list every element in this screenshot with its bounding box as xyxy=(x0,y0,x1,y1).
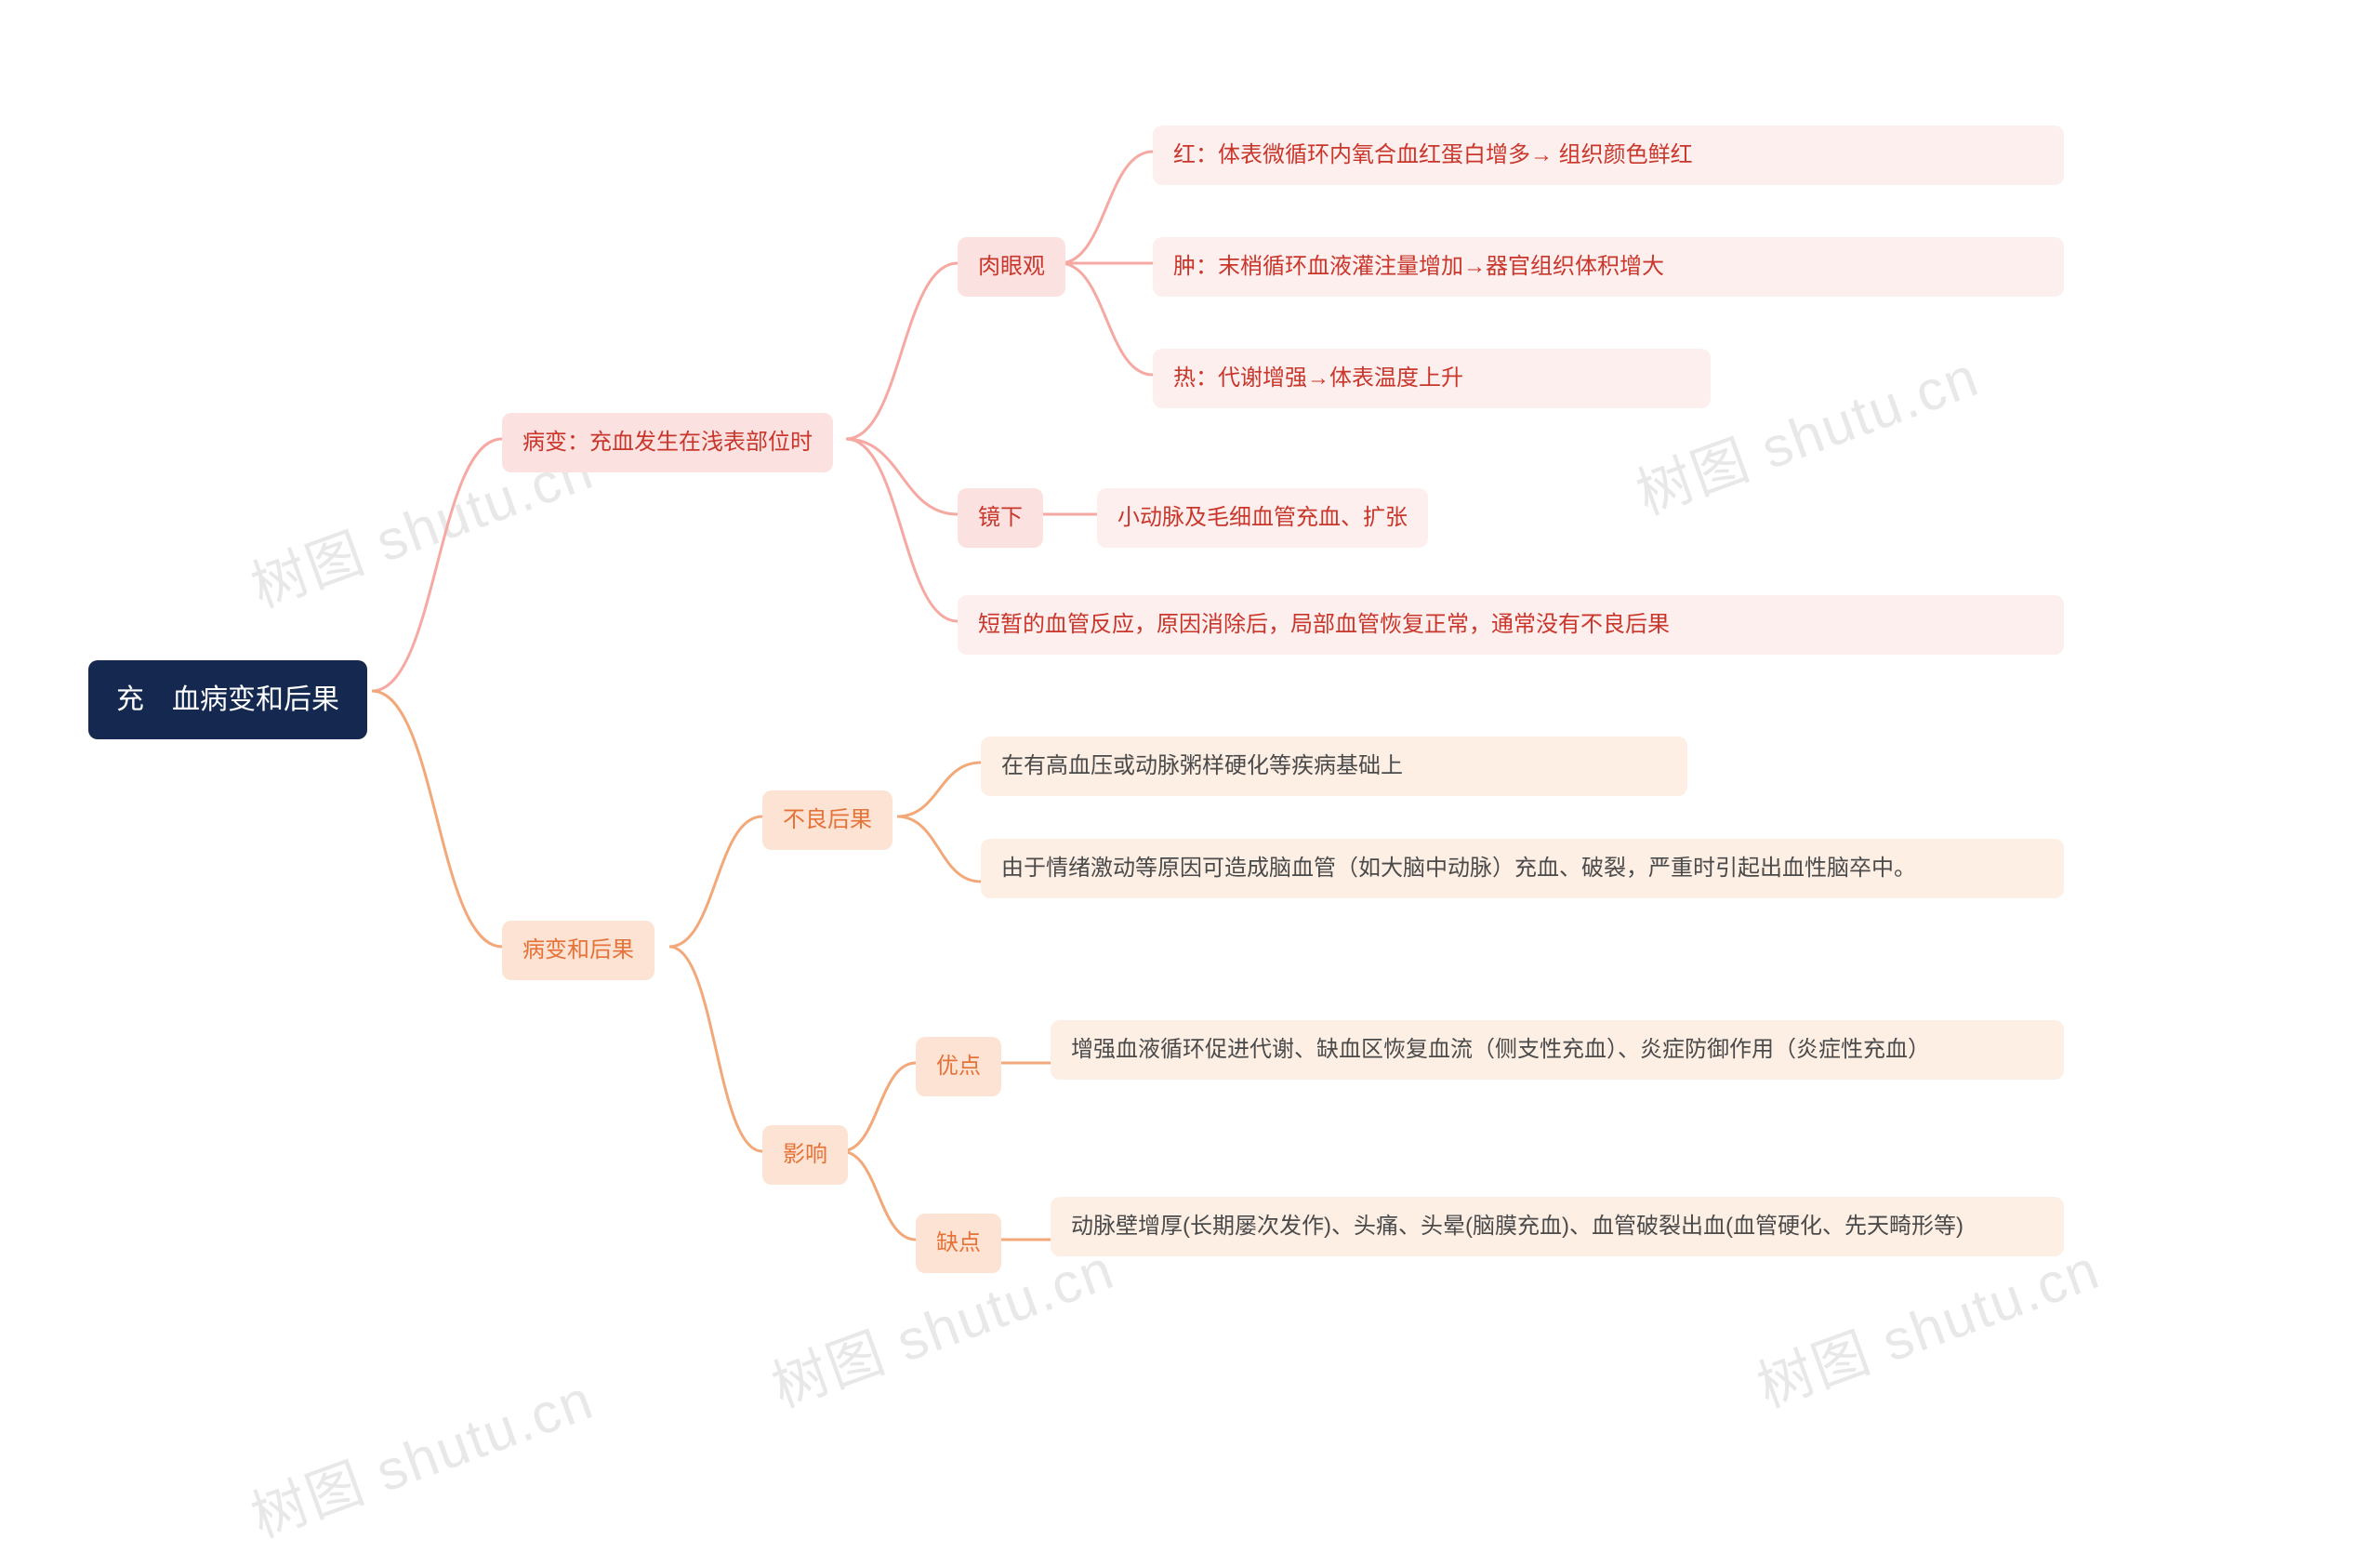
leaf-heat: 热：代谢增强→体表温度上升 xyxy=(1153,349,1711,408)
node-micro: 镜下 xyxy=(958,488,1043,548)
leaf-con: 动脉壁增厚(长期屡次发作)、头痛、头晕(脑膜充血)、血管破裂出血(血管硬化、先天… xyxy=(1051,1197,2064,1256)
leaf-red: 红：体表微循环内氧合血红蛋白增多→ 组织颜色鲜红 xyxy=(1153,126,2064,185)
branch1-node: 病变：充血发生在浅表部位时 xyxy=(502,413,833,472)
root-node: 充 血病变和后果 xyxy=(88,660,367,739)
watermark: 树图 shutu.cn xyxy=(239,1355,603,1553)
node-con-label: 缺点 xyxy=(916,1214,1001,1273)
leaf-micro-detail: 小动脉及毛细血管充血、扩张 xyxy=(1097,488,1428,548)
node-impact: 影响 xyxy=(762,1125,848,1185)
leaf-pro: 增强血液循环促进代谢、缺血区恢复血流（侧支性充血）、炎症防御作用（炎症性充血） xyxy=(1051,1020,2064,1080)
leaf-bad-a: 在有高血压或动脉粥样硬化等疾病基础上 xyxy=(981,737,1687,796)
leaf-bad-b: 由于情绪激动等原因可造成脑血管（如大脑中动脉）充血、破裂，严重时引起出血性脑卒中… xyxy=(981,839,2064,898)
node-eye: 肉眼观 xyxy=(958,237,1065,297)
node-bad: 不良后果 xyxy=(762,790,892,850)
leaf-note: 短暂的血管反应，原因消除后，局部血管恢复正常，通常没有不良后果 xyxy=(958,595,2064,655)
node-pro-label: 优点 xyxy=(916,1037,1001,1096)
branch2-node: 病变和后果 xyxy=(502,921,654,980)
leaf-swell: 肿：末梢循环血液灌注量增加→器官组织体积增大 xyxy=(1153,237,2064,297)
